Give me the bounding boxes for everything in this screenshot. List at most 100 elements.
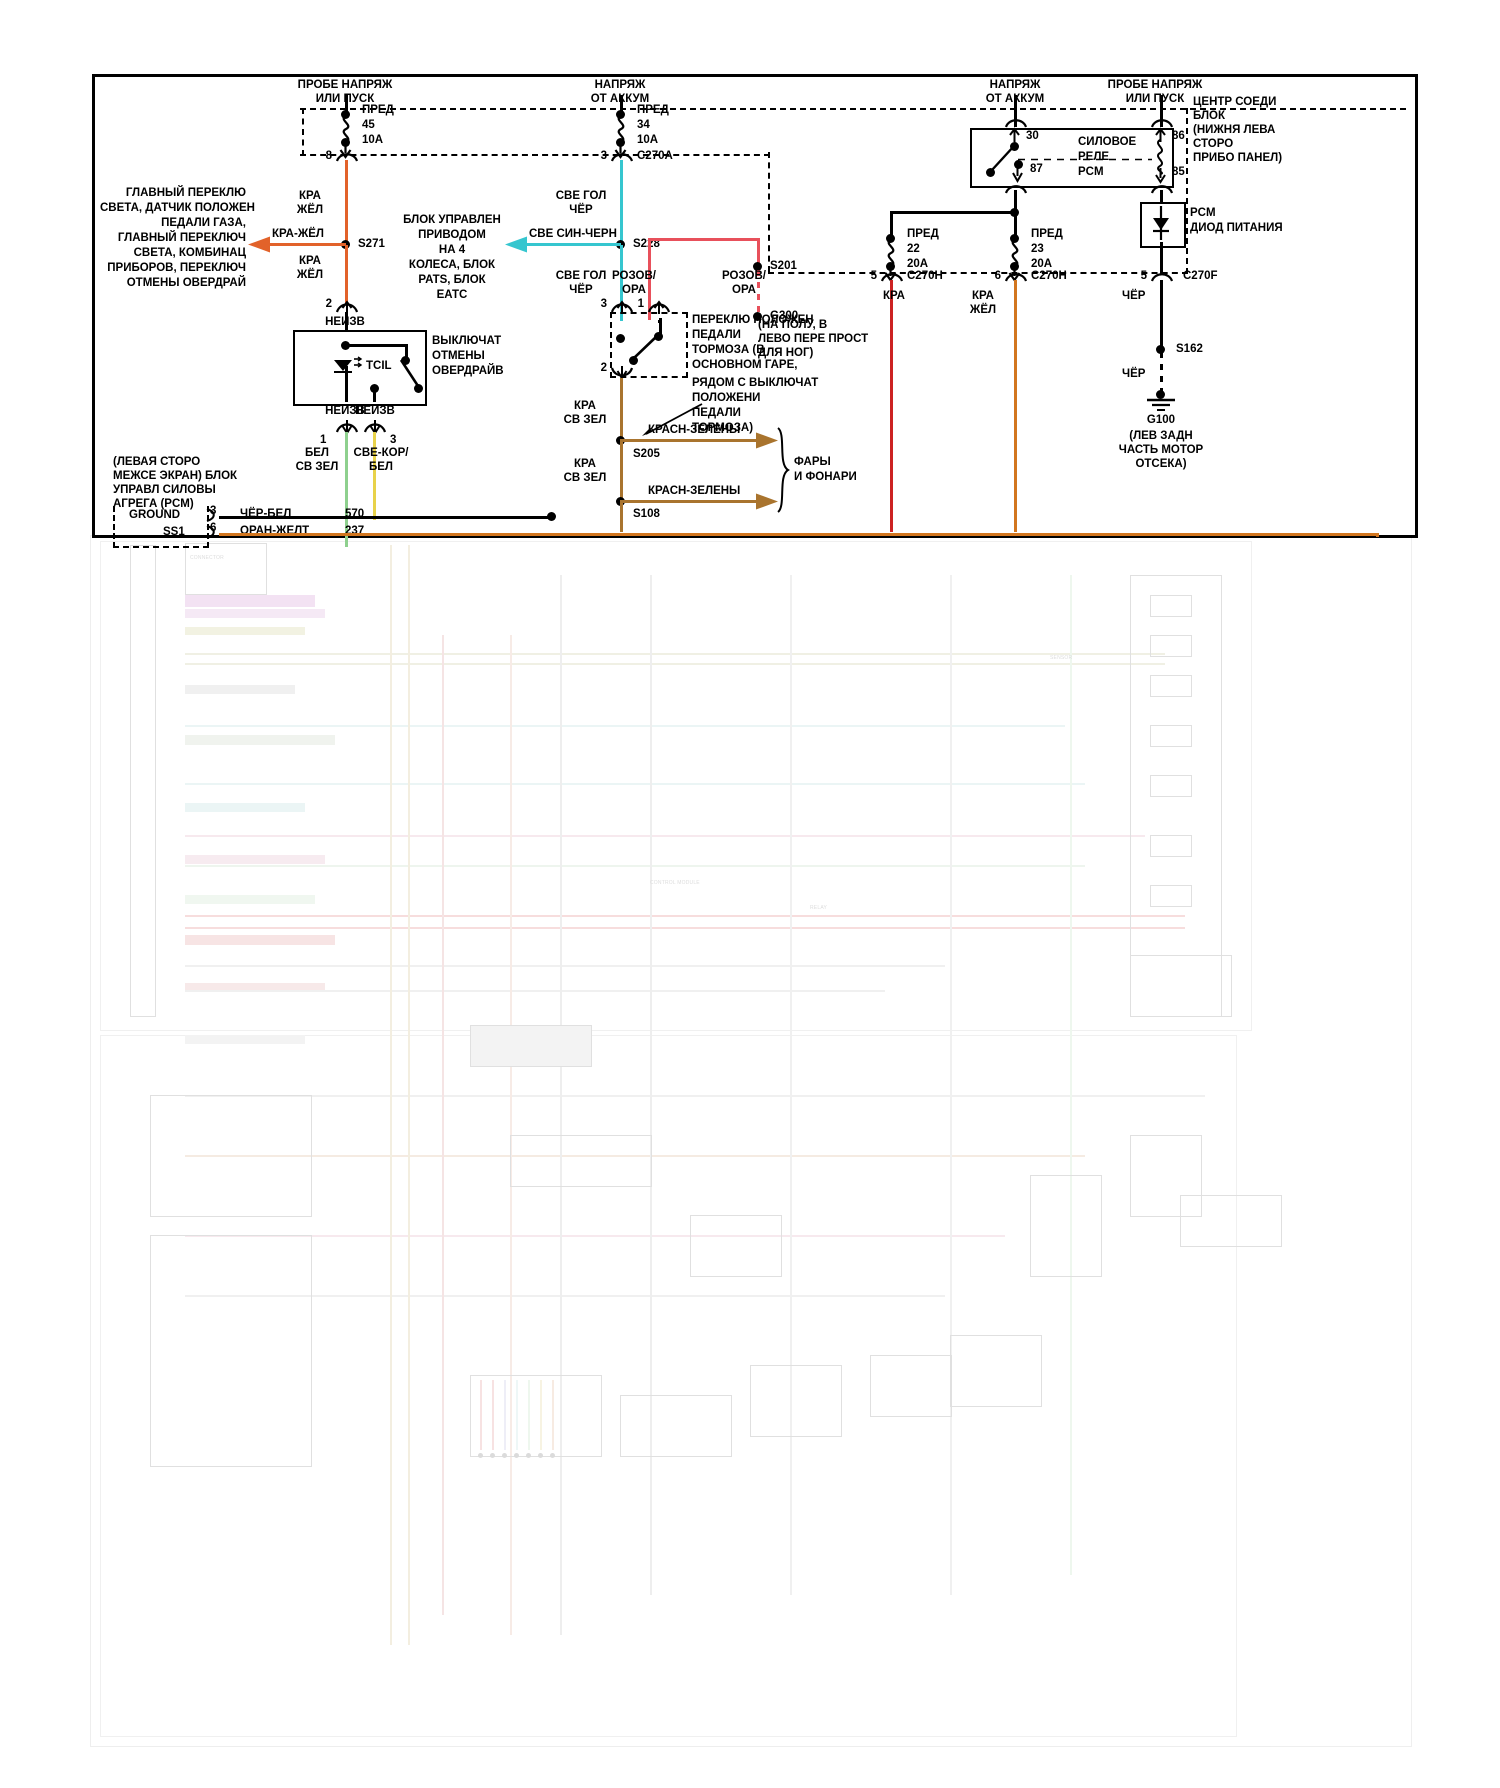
wire-label-rozov-ora-2: РОЗОВ/ОРА xyxy=(722,270,766,296)
connector-c270a-icon xyxy=(610,153,634,162)
wire-kra-sv-zel-upper xyxy=(620,378,623,440)
wire-label-krasn-zeleny-2: КРАСН-ЗЕЛЕНЫ xyxy=(648,485,741,497)
diode-out-wire xyxy=(1160,242,1163,274)
wire-sve-sin-chern-branch xyxy=(525,243,621,246)
junction-block-top-boundary xyxy=(300,108,1406,110)
wire-label-sve-gol-cher-1: СВЕ ГОЛ ЧЁР xyxy=(555,190,607,216)
overdrive-sw-right-drop xyxy=(405,344,408,360)
diagram-frame xyxy=(92,74,1418,538)
pcm-row-1-pin: 6 xyxy=(210,522,217,534)
wire-label-kra-zhel-arrow: КРА-ЖЁЛ xyxy=(272,228,324,240)
brake-sw-right-link xyxy=(659,318,662,334)
c270a-pin: 3 xyxy=(600,150,607,162)
fuse34-name: ПРЕД xyxy=(637,104,669,116)
pcm-ss1-label: SS1 xyxy=(163,526,185,538)
wire-sve-kor-bel xyxy=(373,432,376,520)
overdrive-sw-top-link xyxy=(345,344,408,347)
pcm-pin3-icon xyxy=(206,508,215,522)
pcm-ground-bus xyxy=(219,516,551,519)
wire-kra-zhel-branch xyxy=(268,243,346,246)
relay-pin85-out-connector-icon xyxy=(1150,185,1174,194)
wire-bel-sv-zel xyxy=(345,432,348,547)
pcm-row-1-circuit: 237 xyxy=(345,525,365,537)
c270a-name: C270A xyxy=(637,150,673,162)
splice-s205-label: S205 xyxy=(633,448,660,460)
wire-label-kra-zhel-2: КРА ЖЁЛ xyxy=(296,255,324,281)
wire-rozov-ora-right-drop xyxy=(757,238,760,268)
fuse23-rating: 20A xyxy=(1031,258,1053,270)
c270f-name: C270F xyxy=(1183,270,1218,282)
wire-rozov-ora-left-drop xyxy=(648,238,651,320)
relay-pin85-label: 85 xyxy=(1172,166,1185,178)
pin-3-label: 3 xyxy=(390,434,397,446)
fuse34-bot-node xyxy=(616,138,625,147)
wire-kra-zhel-right xyxy=(1014,280,1017,532)
ground-g100-node xyxy=(1156,390,1165,399)
left-destination-arrow-icon xyxy=(248,236,270,253)
junction-block-text: ЦЕНТР СОЕДИ БЛОК (НИЖНЯ ЛЕВА СТОРО ПРИБО ПАН… xyxy=(1193,96,1283,164)
brake-sw-contact-left xyxy=(616,334,625,343)
splice-s162-label: S162 xyxy=(1176,343,1203,355)
wire-label-sve-kor-bel: СВЕ-КОР/БЕЛ xyxy=(353,447,409,473)
brake-switch-text: ПЕРЕКЛЮ ПОЛОЖЕН ПЕДАЛИ ТОРМОЗА (В ОСНОВНОМ … xyxy=(692,314,814,371)
relay-contact-bottom xyxy=(986,168,995,177)
brake-sw-contact-bottom xyxy=(629,356,638,365)
tcil-label: TCIL xyxy=(366,360,392,372)
pcm-diode-icon xyxy=(1153,206,1169,240)
wire-label-kra-zhel-3: КРА ЖЁЛ xyxy=(969,290,997,316)
fuse45-name: ПРЕД xyxy=(362,104,394,116)
label-neizv-top: НЕИЗВ xyxy=(300,316,390,330)
wire-label-krasn-zeleny-1: КРАСН-ЗЕЛЕНЫ xyxy=(648,424,741,436)
mid-destination-arrow-icon xyxy=(505,236,527,253)
overdrive-sw-contact xyxy=(414,384,423,393)
fuse22-feed-drop xyxy=(890,211,893,237)
pcm-row-0-circuit: 570 xyxy=(345,508,365,520)
ground-g100-note: (ЛЕВ ЗАДН ЧАСТЬ МОТОР ОТСЕКА) xyxy=(1118,430,1204,470)
pcm-row-0-wire: ЧЁР-БЕЛ xyxy=(240,508,292,520)
c270h-5-name: C270H xyxy=(907,270,943,282)
wire-sve-gol-cher-upper xyxy=(620,160,623,245)
relay-pin86-label: 86 xyxy=(1172,130,1185,142)
splice-s201-label: S201 xyxy=(770,260,797,272)
pcm-ground-label: GROUND xyxy=(129,509,181,521)
wire-cher-to-s162 xyxy=(1160,280,1163,346)
splice-s228-label: S228 xyxy=(633,238,660,250)
wire-label-cher-1: ЧЁР xyxy=(1122,290,1146,302)
fuse22-number: 22 xyxy=(907,243,920,255)
overdrive-sw-lever-icon xyxy=(399,359,420,387)
connector-c270h-6-icon xyxy=(1004,273,1028,282)
brake-sw-contact-mid xyxy=(654,332,663,341)
label-neizv-right: НЕИЗВ xyxy=(355,405,395,417)
wire-sve-gol-cher-lower xyxy=(620,245,623,321)
relay-armature-icon xyxy=(991,145,1015,171)
brake-switch-box xyxy=(610,312,688,378)
relay-dashed-link-icon xyxy=(1018,158,1152,161)
wire-rozov-ora-top xyxy=(648,238,760,241)
tcil-down-wire xyxy=(345,366,348,402)
overdrive-sw-pivot xyxy=(401,356,410,365)
wire-kra-sv-zel-tail xyxy=(620,500,623,532)
relay-pin87-label: 87 xyxy=(1030,163,1043,175)
relay-pin30-label: 30 xyxy=(1026,130,1039,142)
tcil-led-icon xyxy=(334,356,363,373)
c270f-pin: 5 xyxy=(1140,270,1147,282)
relay-pin87-arrow-icon xyxy=(1012,165,1023,184)
pcm-ss1-bus xyxy=(219,533,1379,536)
wire-krasn-zeleny-1 xyxy=(620,439,760,442)
left-destination-text: ГЛАВНЫЙ ПЕРЕКЛЮ СВЕТА, ДАТЧИК ПОЛОЖЕН ПЕДА… xyxy=(100,187,255,289)
label-neizv-left: НЕИЗВ xyxy=(325,405,365,417)
pcm-row-1-wire: ОРАН-ЖЕЛТ xyxy=(240,525,310,537)
brake-sw-pin2: 2 xyxy=(600,362,607,374)
relay-pin87-node xyxy=(1014,160,1023,169)
relay-pin30-arrow-icon xyxy=(1009,127,1020,142)
pcm-relay-text: СИЛОВОЕ РЕЛЕ PCM xyxy=(1078,136,1137,178)
fuse45-top-wire xyxy=(345,95,348,113)
junction-dash-right xyxy=(1186,108,1188,274)
relay-pin86-arrow-icon xyxy=(1155,127,1166,142)
relay-pin87-out-connector-icon xyxy=(1004,185,1028,194)
supply-label-1: ПРОБЕ НАПРЯЖ ИЛИ ПУСК xyxy=(297,79,393,105)
headlamp-brace-icon xyxy=(777,427,790,513)
brake-sw-pin3: 3 xyxy=(600,298,607,310)
pin-8-label: 8 xyxy=(325,150,332,162)
